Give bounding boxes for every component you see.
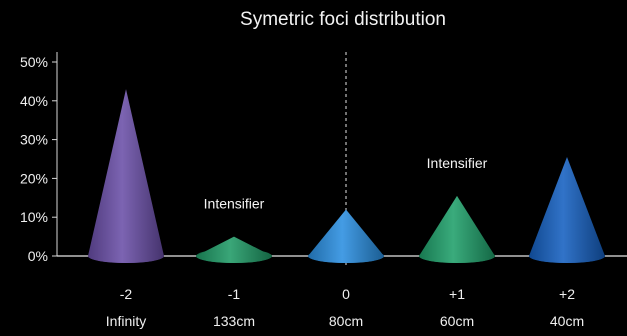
- category-label: 0: [342, 286, 350, 302]
- cone-+1: [419, 196, 495, 263]
- cones: [88, 89, 605, 263]
- y-tick-label: 40%: [20, 93, 48, 109]
- annotation-label: Intensifier: [427, 155, 488, 171]
- y-tick-label: 30%: [20, 132, 48, 148]
- category-label: +2: [559, 286, 575, 302]
- y-tick-label: 50%: [20, 54, 48, 70]
- category-labels: -2 Infinity -1 133cm 0 80cm +1 60cm +2 40cm: [106, 286, 584, 329]
- category-sublabel: 133cm: [213, 313, 255, 329]
- y-tick-label: 0%: [28, 248, 48, 264]
- y-tick-label: 20%: [20, 170, 48, 186]
- y-tick-label: 10%: [20, 209, 48, 225]
- cone-+2: [529, 157, 605, 263]
- cone--2: [88, 89, 164, 263]
- category-label: +1: [449, 286, 465, 302]
- category-sublabel: Infinity: [106, 313, 146, 329]
- category-sublabel: 60cm: [440, 313, 474, 329]
- category-label: -2: [120, 286, 133, 302]
- cone-0: [308, 209, 384, 263]
- chart-title: Symetric foci distribution: [240, 9, 446, 30]
- cone--1: [196, 237, 272, 263]
- category-sublabel: 40cm: [550, 313, 584, 329]
- annotation-label: Intensifier: [204, 196, 265, 212]
- category-sublabel: 80cm: [329, 313, 363, 329]
- category-label: -1: [228, 286, 241, 302]
